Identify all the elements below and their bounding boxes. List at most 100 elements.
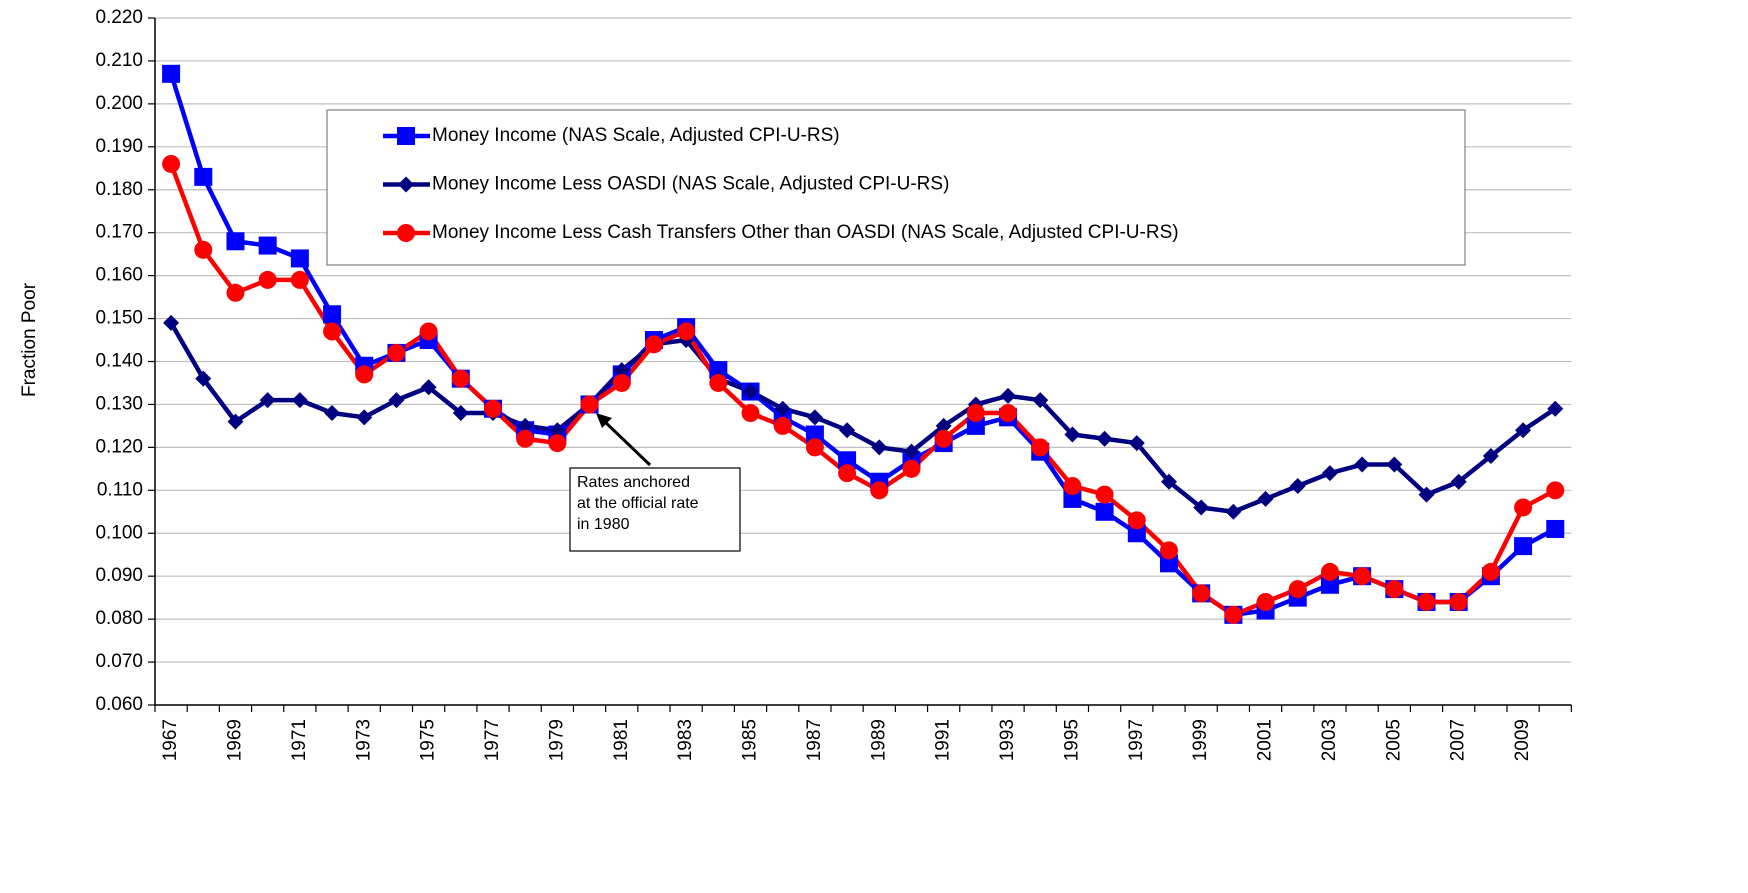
marker — [1095, 502, 1114, 521]
marker — [194, 240, 213, 259]
y-tick-label: 0.150 — [95, 308, 143, 329]
marker — [162, 154, 181, 173]
x-tick-label: 1977 — [482, 719, 503, 761]
marker — [1514, 537, 1533, 556]
marker — [839, 422, 856, 439]
marker — [517, 417, 534, 434]
marker — [934, 429, 953, 448]
marker — [1385, 580, 1404, 599]
y-tick-label: 0.190 — [95, 136, 143, 157]
marker — [613, 362, 630, 379]
marker — [1481, 562, 1500, 581]
marker — [1257, 490, 1274, 507]
marker — [1320, 562, 1339, 581]
marker — [870, 481, 889, 500]
marker — [355, 365, 374, 384]
x-tick-label: 1979 — [546, 719, 567, 761]
y-tick-label: 0.200 — [95, 93, 143, 114]
marker — [1449, 592, 1468, 611]
annotation-arrow — [602, 419, 652, 467]
annotation-arrowhead — [596, 413, 612, 428]
x-tick-label: 2001 — [1255, 719, 1276, 761]
marker — [1320, 575, 1339, 594]
marker — [483, 399, 502, 418]
x-tick-label: 2003 — [1319, 719, 1340, 761]
marker — [162, 64, 181, 83]
marker — [1288, 580, 1307, 599]
marker — [194, 167, 213, 186]
marker — [1160, 473, 1177, 490]
x-tick-label: 1967 — [160, 719, 181, 761]
marker — [742, 383, 759, 400]
marker — [838, 451, 857, 470]
annotation-box — [569, 467, 741, 552]
marker — [356, 409, 373, 426]
marker — [1353, 567, 1372, 586]
marker — [516, 429, 535, 448]
marker — [226, 283, 245, 302]
marker — [709, 361, 728, 380]
marker — [1386, 456, 1403, 473]
marker — [580, 395, 599, 414]
marker — [838, 464, 857, 483]
marker — [774, 400, 791, 417]
marker — [258, 270, 277, 289]
marker — [805, 438, 824, 457]
y-tick-label: 0.210 — [95, 50, 143, 71]
y-tick-label: 0.080 — [95, 608, 143, 629]
marker — [1000, 387, 1017, 404]
marker — [226, 232, 245, 251]
marker — [1256, 592, 1275, 611]
annotation-text: in 1980 — [577, 516, 630, 533]
marker — [1063, 489, 1082, 508]
legend-label: Money Income (NAS Scale, Adjusted CPI-U-… — [432, 125, 840, 146]
x-tick-label: 1995 — [1061, 719, 1082, 761]
marker — [1127, 524, 1146, 543]
marker — [1289, 478, 1306, 495]
marker — [1192, 584, 1211, 603]
marker — [612, 373, 631, 392]
x-tick-label: 1985 — [740, 719, 761, 761]
marker — [1547, 400, 1564, 417]
marker — [644, 335, 663, 354]
marker — [258, 236, 277, 255]
y-tick-label: 0.060 — [95, 694, 143, 715]
x-tick-label: 1981 — [611, 719, 632, 761]
marker — [806, 409, 823, 426]
marker — [935, 417, 952, 434]
legend-box — [326, 109, 1466, 266]
marker — [387, 343, 406, 362]
y-tick-label: 0.180 — [95, 179, 143, 200]
x-tick-label: 1983 — [675, 719, 696, 761]
marker — [999, 404, 1018, 423]
marker — [903, 443, 920, 460]
marker — [163, 314, 180, 331]
marker — [1063, 477, 1082, 496]
marker — [227, 413, 244, 430]
marker — [966, 416, 985, 435]
x-tick-label: 1999 — [1190, 719, 1211, 761]
x-tick-label: 2007 — [1448, 719, 1469, 761]
marker — [290, 270, 309, 289]
x-tick-label: 1993 — [997, 719, 1018, 761]
marker — [451, 369, 470, 388]
marker — [323, 322, 342, 341]
marker — [548, 434, 567, 453]
y-tick-label: 0.220 — [95, 7, 143, 28]
legend-label: Money Income Less Cash Transfers Other t… — [432, 222, 1179, 243]
y-tick-label: 0.130 — [95, 393, 143, 414]
marker — [1450, 473, 1467, 490]
marker — [1224, 605, 1243, 624]
marker — [1321, 465, 1338, 482]
marker — [1095, 485, 1114, 504]
y-tick-label: 0.170 — [95, 222, 143, 243]
marker — [871, 439, 888, 456]
x-tick-label: 1987 — [804, 719, 825, 761]
marker — [398, 176, 414, 193]
marker — [1482, 447, 1499, 464]
x-tick-label: 1989 — [868, 719, 889, 761]
marker — [1031, 438, 1050, 457]
x-tick-label: 2005 — [1383, 719, 1404, 761]
x-tick-label: 1991 — [933, 719, 954, 761]
marker — [773, 416, 792, 435]
